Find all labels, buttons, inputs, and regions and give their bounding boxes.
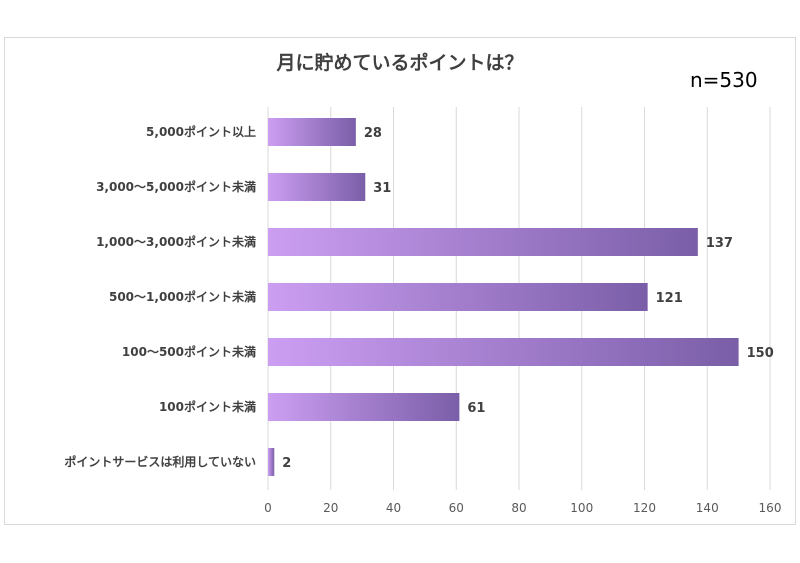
data-label: 28 xyxy=(364,126,382,141)
category-label: 100～500ポイント未満 xyxy=(122,344,256,359)
bar xyxy=(268,228,698,256)
chart-title: 月に貯めているポイントは？ xyxy=(276,52,524,74)
chart-frame xyxy=(4,37,796,525)
sample-size-label: n=530 xyxy=(690,68,758,92)
category-label: 1,000～3,000ポイント未満 xyxy=(96,234,256,249)
x-tick-label: 40 xyxy=(386,501,401,515)
bar xyxy=(268,338,739,366)
x-tick-label: 60 xyxy=(449,501,464,515)
data-label: 31 xyxy=(373,181,391,196)
data-label: 121 xyxy=(656,291,683,306)
category-label: 100ポイント未満 xyxy=(159,399,256,414)
bar xyxy=(268,173,366,201)
bar xyxy=(268,448,275,476)
category-label: 3,000～5,000ポイント未満 xyxy=(96,179,256,194)
x-tick-label: 20 xyxy=(323,501,338,515)
x-tick-label: 80 xyxy=(511,501,526,515)
category-label: ポイントサービスは利用していない xyxy=(64,454,256,469)
x-tick-label: 0 xyxy=(264,501,272,515)
data-label: 61 xyxy=(467,401,485,416)
x-tick-label: 100 xyxy=(570,501,593,515)
bar xyxy=(268,393,460,421)
bar xyxy=(268,283,648,311)
data-label: 150 xyxy=(747,346,774,361)
data-label: 137 xyxy=(706,236,733,251)
data-label: 2 xyxy=(282,456,291,471)
category-label: 5,000ポイント以上 xyxy=(146,124,256,139)
x-tick-label: 120 xyxy=(633,501,656,515)
x-tick-label: 140 xyxy=(696,501,719,515)
x-tick-label: 160 xyxy=(759,501,782,515)
category-label: 500～1,000ポイント未満 xyxy=(109,289,256,304)
bar xyxy=(268,118,356,146)
